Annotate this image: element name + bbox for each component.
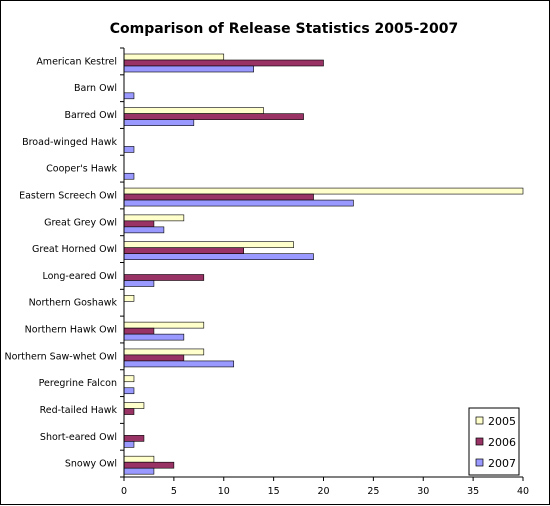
category-label: Broad-winged Hawk	[22, 137, 117, 148]
legend-label-2006: 2006	[488, 436, 516, 449]
bar-2005-10	[123, 321, 205, 329]
x-tick-label: 15	[268, 486, 280, 497]
bar-2005-5	[123, 187, 524, 195]
bar-2007-15	[123, 467, 155, 475]
bar-2006-14	[123, 435, 145, 442]
bar-2006-13	[123, 408, 135, 415]
bar-2006-15	[123, 461, 175, 469]
category-label: Northern Goshawk	[29, 298, 118, 309]
bar-2007-12	[123, 387, 135, 395]
bar-2005-15	[123, 455, 155, 463]
category-label: Barred Owl	[64, 110, 117, 121]
bar-2007-10	[123, 333, 185, 341]
category-label: Eastern Screech Owl	[19, 190, 117, 201]
bar-2005-2	[123, 107, 264, 114]
legend-swatch-2005	[475, 416, 484, 425]
category-label: Peregrine Falcon	[39, 378, 117, 389]
bar-2006-0	[123, 59, 324, 67]
x-tick-label: 30	[417, 486, 429, 497]
x-tick-label: 25	[367, 486, 379, 497]
bar-2006-8	[123, 274, 205, 281]
legend-swatch-2007	[475, 458, 484, 467]
category-label: Northern Hawk Owl	[25, 325, 117, 336]
plot-area: American Kestrel Barn Owl Barred Owl Broad-…	[4, 47, 529, 497]
legend-swatch-2006	[475, 437, 484, 446]
category-label: Barn Owl	[74, 83, 117, 94]
bar-2007-5	[123, 199, 354, 207]
bar-2006-5	[123, 193, 314, 201]
bar-2007-1	[123, 92, 135, 100]
category-label: Great Horned Owl	[32, 244, 117, 255]
x-tick-label: 0	[121, 486, 127, 497]
bar-2007-6	[123, 226, 165, 234]
bar-2007-4	[123, 172, 135, 180]
category-label: Short-eared Owl	[40, 432, 117, 443]
bar-2005-0	[123, 53, 225, 61]
bar-2006-7	[123, 247, 244, 254]
legend: 2005 2006 2007	[468, 407, 520, 476]
legend-label-2005: 2005	[488, 415, 516, 428]
bar-2007-11	[123, 360, 235, 368]
category-label: Long-eared Owl	[42, 271, 117, 282]
category-label: Red-tailed Hawk	[40, 405, 118, 416]
bar-2005-7	[123, 241, 294, 248]
bar-2007-3	[123, 146, 135, 153]
bar-2005-12	[123, 375, 135, 383]
bar-2006-6	[123, 220, 155, 228]
bar-2006-2	[123, 113, 304, 120]
bar-2006-10	[123, 327, 155, 335]
x-tick-label: 5	[171, 486, 177, 497]
bar-2005-13	[123, 402, 145, 409]
bar-2005-6	[123, 214, 185, 222]
bar-2007-14	[123, 441, 135, 448]
x-tick-label: 35	[467, 486, 479, 497]
category-label: American Kestrel	[36, 56, 117, 67]
bar-2007-2	[123, 119, 195, 126]
x-tick-label: 10	[218, 486, 230, 497]
chart-title: Comparison of Release Statistics 2005-20…	[110, 21, 459, 37]
category-label: Snowy Owl	[65, 459, 117, 470]
category-label: Northern Saw-whet Owl	[4, 351, 117, 362]
bar-2006-11	[123, 354, 185, 362]
bar-2005-11	[123, 348, 205, 356]
x-tick-label: 40	[517, 486, 529, 497]
bar-2007-0	[123, 65, 254, 73]
legend-label-2007: 2007	[488, 457, 516, 470]
bar-2007-8	[123, 280, 155, 287]
category-label: Great Grey Owl	[44, 217, 117, 228]
bar-2005-9	[123, 295, 135, 302]
category-label: Cooper's Hawk	[46, 164, 117, 175]
bar-2007-7	[123, 253, 314, 260]
x-tick-label: 20	[317, 486, 329, 497]
